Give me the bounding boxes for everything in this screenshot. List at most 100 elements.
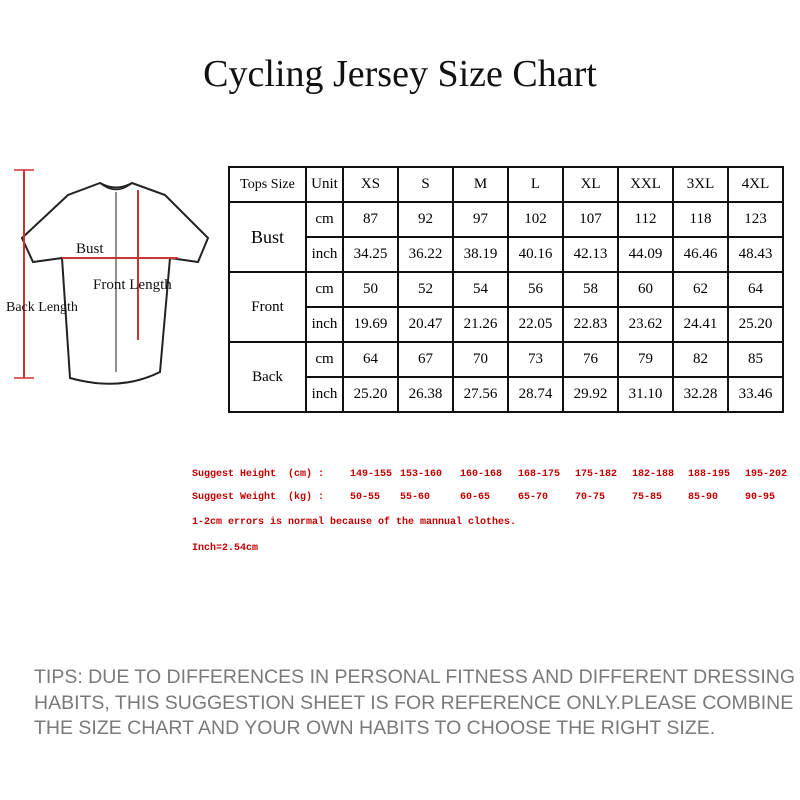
table-row: Front cm 50 52 54 56 58 60 62 64 bbox=[228, 271, 784, 343]
value-cell: 62 bbox=[672, 271, 729, 308]
value-cell: 32.28 bbox=[672, 376, 729, 413]
suggest-value: 50-55 bbox=[350, 492, 381, 503]
value-cell: 20.47 bbox=[397, 306, 454, 343]
value-cell: 29.92 bbox=[562, 376, 619, 413]
tip-line: THE SIZE CHART AND YOUR OWN HABITS TO CH… bbox=[34, 717, 716, 739]
unit-cell: inch bbox=[305, 376, 344, 413]
tip-line: HABITS, THIS SUGGESTION SHEET IS FOR REF… bbox=[34, 691, 794, 714]
suggest-value: 168-175 bbox=[518, 469, 561, 480]
header-cell: 4XL bbox=[727, 166, 784, 203]
unit-cell: inch bbox=[305, 306, 344, 343]
value-cell: 92 bbox=[397, 201, 454, 238]
suggest-value: 90-95 bbox=[745, 492, 776, 503]
value-cell: 22.83 bbox=[562, 306, 619, 343]
diagram-label: Bust bbox=[76, 241, 104, 257]
suggest-value: 160-168 bbox=[460, 469, 503, 480]
suggest-value: 195-202 bbox=[745, 469, 788, 480]
suggest-value: 153-160 bbox=[400, 469, 443, 480]
value-cell: 123 bbox=[727, 201, 784, 238]
value-cell: 64 bbox=[727, 271, 784, 308]
value-cell: 44.09 bbox=[617, 236, 674, 273]
value-cell: 56 bbox=[507, 271, 564, 308]
unit-cell: inch bbox=[305, 236, 344, 273]
suggest-value: 55-60 bbox=[400, 492, 431, 503]
value-cell: 28.74 bbox=[507, 376, 564, 413]
suggest-value: 182-188 bbox=[632, 469, 675, 480]
suggest-value: 188-195 bbox=[688, 469, 731, 480]
value-cell: 46.46 bbox=[672, 236, 729, 273]
header-cell: XXL bbox=[617, 166, 674, 203]
suggest-value: 149-155 bbox=[350, 469, 393, 480]
header-cell: Tops Size bbox=[228, 166, 307, 203]
value-cell: 34.25 bbox=[342, 236, 399, 273]
value-cell: 58 bbox=[562, 271, 619, 308]
value-cell: 82 bbox=[672, 341, 729, 378]
diagram-label: Back Length bbox=[6, 300, 78, 315]
table-row: inch 34.25 36.22 38.19 40.16 42.13 44.09 46.46 4… bbox=[229, 236, 784, 273]
table-row: Bust cm 87 92 97 102 107 112 118 123 bbox=[228, 201, 784, 273]
value-cell: 27.56 bbox=[452, 376, 509, 413]
unit-cell: cm bbox=[305, 201, 344, 238]
group-cell: Back bbox=[228, 341, 307, 413]
header-cell: XL bbox=[562, 166, 619, 203]
unit-cell: cm bbox=[305, 271, 344, 308]
value-cell: 50 bbox=[342, 271, 399, 308]
value-cell: 85 bbox=[727, 341, 784, 378]
value-cell: 36.22 bbox=[397, 236, 454, 273]
jersey-diagram bbox=[14, 169, 210, 385]
suggest-label: Suggest Weight (kg) : bbox=[192, 492, 325, 503]
value-cell: 21.26 bbox=[452, 306, 509, 343]
suggest-value: 85-90 bbox=[688, 492, 719, 503]
value-cell: 102 bbox=[507, 201, 564, 238]
value-cell: 38.19 bbox=[452, 236, 509, 273]
value-cell: 40.16 bbox=[507, 236, 564, 273]
value-cell: 87 bbox=[342, 201, 399, 238]
note: 1-2cm errors is normal because of the ma… bbox=[192, 517, 517, 528]
unit-cell: cm bbox=[305, 341, 344, 378]
value-cell: 31.10 bbox=[617, 376, 674, 413]
suggest-value: 75-85 bbox=[632, 492, 663, 503]
value-cell: 67 bbox=[397, 341, 454, 378]
suggest-value: 60-65 bbox=[460, 492, 491, 503]
table-row: inch 19.69 20.47 21.26 22.05 22.83 23.62 24.41 2… bbox=[229, 306, 784, 343]
value-cell: 118 bbox=[672, 201, 729, 238]
header-cell: 3XL bbox=[672, 166, 729, 203]
table-row: inch 25.20 26.38 27.56 28.74 29.92 31.10 32.28 3… bbox=[229, 376, 784, 413]
value-cell: 26.38 bbox=[397, 376, 454, 413]
suggest-value: 70-75 bbox=[575, 492, 606, 503]
header-cell: XS bbox=[342, 166, 399, 203]
value-cell: 25.20 bbox=[727, 306, 784, 343]
diagram-label: Front Length bbox=[93, 277, 172, 293]
value-cell: 76 bbox=[562, 341, 619, 378]
value-cell: 33.46 bbox=[727, 376, 784, 413]
value-cell: 24.41 bbox=[672, 306, 729, 343]
header-row: Tops Size Unit XS S M L XL XXL 3XL 4XL bbox=[228, 166, 784, 203]
tip-line: TIPS: DUE TO DIFFERENCES IN PERSONAL FIT… bbox=[34, 666, 795, 688]
value-cell: 19.69 bbox=[342, 306, 399, 343]
header-cell: Unit bbox=[305, 166, 344, 203]
title: Cycling Jersey Size Chart bbox=[203, 53, 597, 95]
group-cell: Front bbox=[228, 271, 307, 343]
value-cell: 54 bbox=[452, 271, 509, 308]
value-cell: 107 bbox=[562, 201, 619, 238]
value-cell: 52 bbox=[397, 271, 454, 308]
value-cell: 25.20 bbox=[342, 376, 399, 413]
value-cell: 112 bbox=[617, 201, 674, 238]
value-cell: 22.05 bbox=[507, 306, 564, 343]
size-table: Tops Size Unit XS S M L XL XXL 3XL 4XL Bust cm 87 92 9… bbox=[228, 166, 784, 413]
value-cell: 79 bbox=[617, 341, 674, 378]
value-cell: 48.43 bbox=[727, 236, 784, 273]
value-cell: 97 bbox=[452, 201, 509, 238]
suggest-label: Suggest Height (cm) : bbox=[192, 469, 325, 480]
note: Inch=2.54cm bbox=[192, 543, 259, 554]
value-cell: 42.13 bbox=[562, 236, 619, 273]
header-cell: L bbox=[507, 166, 564, 203]
value-cell: 70 bbox=[452, 341, 509, 378]
suggest-value: 175-182 bbox=[575, 469, 618, 480]
table-row: Back cm 64 67 70 73 76 79 82 85 bbox=[228, 341, 784, 413]
value-cell: 73 bbox=[507, 341, 564, 378]
suggest-value: 65-70 bbox=[518, 492, 549, 503]
value-cell: 60 bbox=[617, 271, 674, 308]
value-cell: 23.62 bbox=[617, 306, 674, 343]
